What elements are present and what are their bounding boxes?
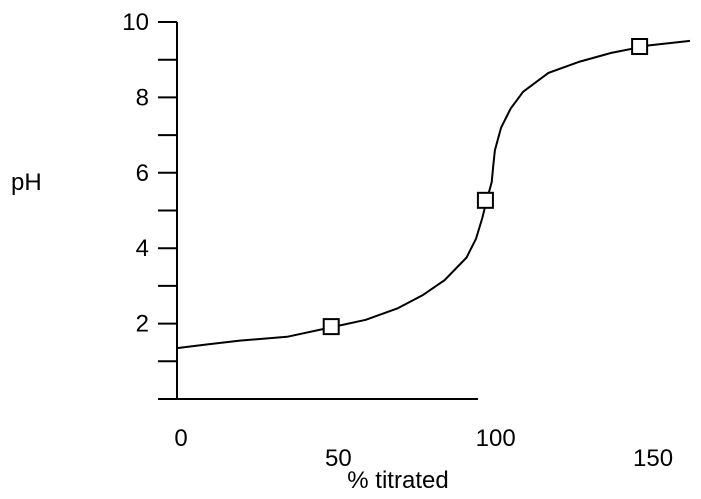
y-tick-label: 8 — [136, 84, 149, 111]
y-tick-label: 6 — [136, 160, 149, 187]
y-tick-label: 4 — [136, 235, 149, 262]
series-line-titration — [176, 39, 691, 350]
x-tick-label: 150 — [633, 445, 673, 472]
x-tick-label: 0 — [174, 425, 187, 452]
data-marker-square — [476, 191, 494, 209]
y-tick-label: 2 — [136, 311, 149, 338]
data-marker-square — [631, 38, 649, 56]
x-tick-label: 50 — [325, 445, 352, 472]
data-marker-square — [322, 318, 340, 336]
y-tick-label: 10 — [122, 9, 149, 36]
y-axis-title: pH — [11, 169, 42, 196]
x-tick-label: 100 — [476, 425, 516, 452]
x-axis-title: % titrated — [347, 467, 448, 494]
